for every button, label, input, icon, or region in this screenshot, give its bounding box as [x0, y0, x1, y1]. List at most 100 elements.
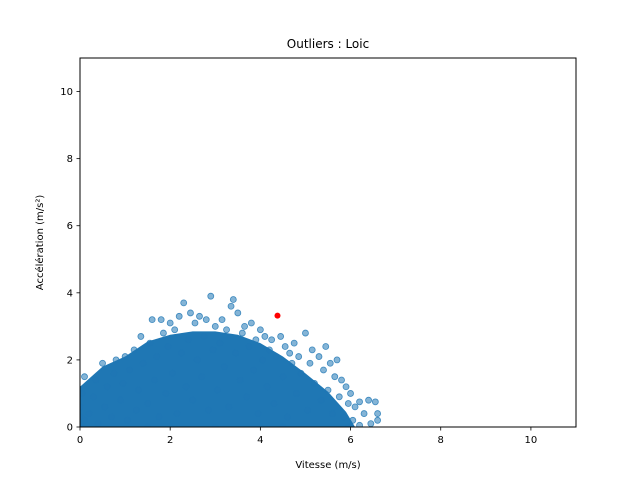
data-point: [207, 292, 215, 300]
data-point: [126, 366, 134, 374]
data-point: [211, 423, 219, 427]
data-point: [374, 410, 382, 417]
data-point: [295, 353, 303, 360]
y-tick-label: 6: [67, 221, 73, 232]
data-point: [340, 413, 348, 421]
data-point: [320, 366, 327, 374]
y-tick-label: 8: [67, 154, 73, 165]
data-point: [191, 319, 199, 327]
data-point: [157, 316, 165, 324]
outlier-point: [274, 312, 281, 319]
data-point: [169, 369, 176, 377]
data-point: [315, 353, 323, 360]
data-point: [90, 393, 97, 401]
data-point: [344, 423, 352, 427]
data-point: [209, 346, 217, 354]
data-point: [356, 421, 363, 427]
data-point: [155, 413, 163, 421]
data-point: [351, 403, 359, 411]
data-point: [146, 339, 154, 347]
x-axis-label: Vitesse (m/s): [295, 460, 360, 471]
data-point: [335, 393, 343, 401]
data-point: [304, 406, 312, 414]
data-point: [117, 396, 124, 404]
data-point: [150, 376, 158, 384]
data-point: [101, 403, 109, 411]
data-point: [250, 366, 258, 374]
data-point: [347, 390, 354, 397]
data-point: [103, 383, 111, 391]
data-point: [265, 346, 273, 354]
data-point: [308, 346, 316, 354]
data-point: [81, 373, 88, 381]
data-point: [288, 359, 296, 367]
data-point: [349, 416, 357, 424]
data-point: [245, 343, 253, 350]
data-point: [225, 403, 233, 411]
data-point: [277, 333, 285, 340]
data-point: [281, 343, 289, 350]
data-point: [110, 369, 118, 377]
data-point: [243, 393, 251, 401]
y-axis-label: Accélération (m/s²): [34, 195, 46, 291]
data-point: [252, 336, 260, 344]
data-point: [189, 396, 197, 404]
data-point: [135, 386, 143, 394]
data-point: [326, 359, 334, 367]
data-point: [112, 356, 120, 364]
data-point: [130, 346, 138, 354]
data-point: [241, 322, 248, 330]
data-point: [196, 312, 203, 320]
data-point: [139, 359, 147, 367]
data-point: [238, 329, 246, 337]
data-point: [338, 376, 345, 384]
data-point: [371, 398, 379, 406]
data-point: [178, 349, 185, 357]
data-point: [80, 390, 86, 397]
data-point: [268, 336, 276, 344]
data-point: [162, 390, 170, 397]
data-point: [80, 421, 84, 427]
data-point: [202, 316, 210, 324]
data-point: [175, 312, 183, 320]
data-point: [216, 339, 224, 347]
y-tick-label: 4: [67, 288, 73, 299]
data-point: [148, 316, 156, 324]
x-tick-label: 2: [167, 435, 173, 446]
data-point: [164, 343, 172, 350]
data-point: [236, 376, 244, 384]
data-point: [365, 396, 372, 404]
data-point: [92, 376, 100, 384]
data-point: [317, 396, 325, 404]
x-tick-label: 6: [347, 435, 353, 446]
data-point: [173, 410, 181, 417]
data-point: [171, 326, 179, 334]
outlier-points: [274, 312, 281, 319]
data-point: [247, 319, 255, 327]
data-point: [223, 326, 230, 334]
data-point: [160, 329, 167, 337]
data-point: [356, 398, 363, 406]
data-point: [137, 333, 145, 340]
y-tick-label: 0: [67, 423, 73, 434]
data-point: [123, 416, 131, 424]
data-point: [184, 336, 192, 344]
data-point: [322, 343, 330, 350]
data-point: [331, 373, 339, 381]
data-point: [272, 353, 280, 360]
data-point: [261, 333, 269, 340]
data-point: [200, 333, 208, 340]
data-point: [270, 400, 278, 407]
data-point: [108, 413, 115, 421]
data-point: [284, 413, 291, 421]
data-point: [198, 373, 206, 381]
data-point: [259, 356, 267, 364]
data-point: [132, 406, 140, 414]
data-point: [279, 423, 287, 427]
data-point: [80, 403, 84, 411]
data-point: [218, 316, 226, 324]
data-point: [94, 420, 102, 427]
x-tick-label: 8: [438, 435, 444, 446]
data-point: [229, 296, 237, 303]
